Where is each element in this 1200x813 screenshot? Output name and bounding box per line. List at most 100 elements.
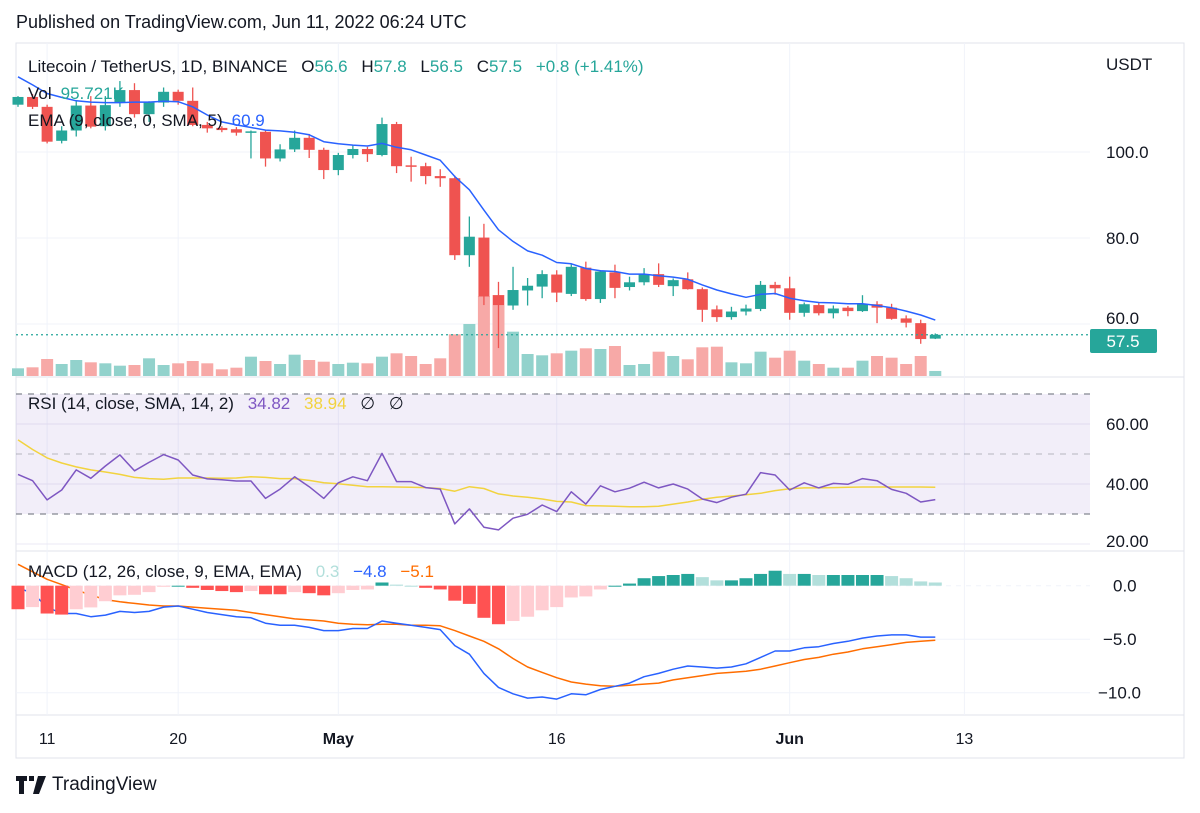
- candle-body[interactable]: [842, 307, 854, 312]
- candle-body[interactable]: [667, 280, 679, 287]
- candle-body[interactable]: [391, 124, 403, 167]
- axes: USDT 11 20 May 16 Jun 13 100.0 80.0 60.0 60.00 40.…: [39, 55, 1152, 748]
- volume-bar: [929, 370, 942, 376]
- volume-bar: [740, 363, 752, 376]
- volume-bar: [783, 350, 796, 376]
- macd-histogram-bar: [550, 585, 564, 608]
- candle-body[interactable]: [449, 178, 461, 256]
- candle-body[interactable]: [172, 91, 184, 101]
- candle-body[interactable]: [303, 137, 315, 150]
- macd-legend[interactable]: MACD (12, 26, close, 9, EMA, EMA) 0.3 −4…: [28, 562, 434, 582]
- candle-body[interactable]: [463, 236, 475, 256]
- tradingview-logo[interactable]: TradingView: [16, 774, 157, 796]
- candle-body[interactable]: [274, 149, 286, 159]
- macd-histogram-bar: [535, 585, 549, 611]
- candle-body[interactable]: [347, 148, 359, 156]
- candle-body[interactable]: [856, 304, 868, 312]
- candle-body[interactable]: [361, 148, 373, 155]
- candle-body[interactable]: [478, 237, 490, 297]
- candle-body[interactable]: [405, 165, 417, 167]
- candle-body[interactable]: [638, 274, 650, 283]
- close-label: C: [476, 57, 489, 76]
- candle-body[interactable]: [420, 166, 432, 177]
- macd-histogram-bar: [84, 585, 98, 608]
- volume-bar: [681, 359, 694, 376]
- rsi-ma-line: [17, 439, 936, 508]
- candle-body[interactable]: [565, 266, 577, 294]
- candle-body[interactable]: [798, 304, 810, 313]
- candle-body[interactable]: [143, 102, 155, 115]
- macd-histogram-bar: [40, 585, 54, 614]
- candle-body[interactable]: [682, 279, 694, 290]
- candle-body[interactable]: [216, 127, 228, 131]
- candle-body[interactable]: [56, 130, 68, 141]
- candle-body[interactable]: [915, 323, 927, 340]
- candle-body[interactable]: [376, 124, 388, 156]
- candle-body[interactable]: [187, 100, 199, 125]
- candle-body[interactable]: [696, 289, 708, 310]
- candle-body[interactable]: [755, 284, 767, 309]
- candle-body[interactable]: [653, 274, 665, 285]
- symbol-title[interactable]: Litecoin / TetherUS, 1D, BINANCE: [28, 57, 288, 76]
- candle-body[interactable]: [41, 106, 53, 142]
- macd-histogram-bar: [826, 575, 840, 586]
- candle-body[interactable]: [827, 308, 839, 314]
- volume-bar: [244, 356, 257, 376]
- rsi-background-band: [16, 394, 1090, 514]
- candle-body[interactable]: [769, 284, 781, 289]
- price-axis-label: 80.0: [1106, 229, 1139, 248]
- candle-body[interactable]: [158, 91, 170, 103]
- candle-body[interactable]: [624, 282, 636, 288]
- candle-body[interactable]: [740, 308, 752, 312]
- candle-body[interactable]: [507, 290, 519, 306]
- macd-histogram-bar: [855, 575, 869, 586]
- candle-body[interactable]: [289, 137, 301, 150]
- volume-legend[interactable]: Vol 95.721K: [28, 84, 124, 104]
- candle-body[interactable]: [260, 131, 272, 159]
- macd-histogram-bar: [681, 573, 695, 586]
- candle-body[interactable]: [551, 274, 563, 293]
- candle-body[interactable]: [230, 129, 242, 133]
- candle-body[interactable]: [886, 307, 898, 319]
- macd-histogram-bar: [69, 585, 83, 610]
- candle-body[interactable]: [609, 272, 621, 288]
- candle-body[interactable]: [99, 105, 111, 127]
- candle-body[interactable]: [27, 96, 39, 107]
- candle-body[interactable]: [929, 334, 941, 339]
- candle-body[interactable]: [332, 155, 344, 171]
- macd-histogram-bar: [157, 585, 171, 587]
- candle-body[interactable]: [536, 274, 548, 287]
- candle-body[interactable]: [85, 105, 97, 127]
- ema-legend[interactable]: EMA (9, close, 0, SMA, 5) 60.9: [28, 111, 265, 131]
- candle-body[interactable]: [711, 309, 723, 318]
- candle-body[interactable]: [522, 285, 534, 291]
- volume-bar: [448, 334, 461, 376]
- candle-body[interactable]: [318, 149, 330, 171]
- candle-body[interactable]: [245, 131, 257, 133]
- candle-body[interactable]: [434, 176, 446, 179]
- candle-body[interactable]: [813, 305, 825, 314]
- candle-body[interactable]: [580, 267, 592, 300]
- volume-bar: [26, 367, 39, 376]
- high-value: 57.8: [373, 57, 407, 76]
- candle-body[interactable]: [900, 318, 912, 323]
- macd-histogram-bar: [695, 577, 709, 586]
- volume-bar: [565, 350, 578, 376]
- candle-body[interactable]: [725, 311, 737, 318]
- candle-body[interactable]: [784, 288, 796, 313]
- macd-histogram-bar: [928, 582, 942, 586]
- macd-histogram-bar: [360, 585, 374, 590]
- volume-bar: [536, 355, 549, 376]
- macd-histogram-bar: [870, 575, 884, 586]
- candle-body[interactable]: [492, 295, 504, 306]
- rsi-legend[interactable]: RSI (14, close, SMA, 14, 2) 34.82 38.94 …: [28, 394, 404, 414]
- candle-body[interactable]: [594, 271, 606, 300]
- candle-body[interactable]: [70, 105, 82, 131]
- candle-body[interactable]: [114, 90, 126, 103]
- chart-border: [15, 42, 1185, 759]
- volume-bar: [157, 365, 170, 376]
- candle-body[interactable]: [201, 124, 213, 129]
- candle-body[interactable]: [12, 96, 24, 105]
- volume-bar: [710, 346, 723, 376]
